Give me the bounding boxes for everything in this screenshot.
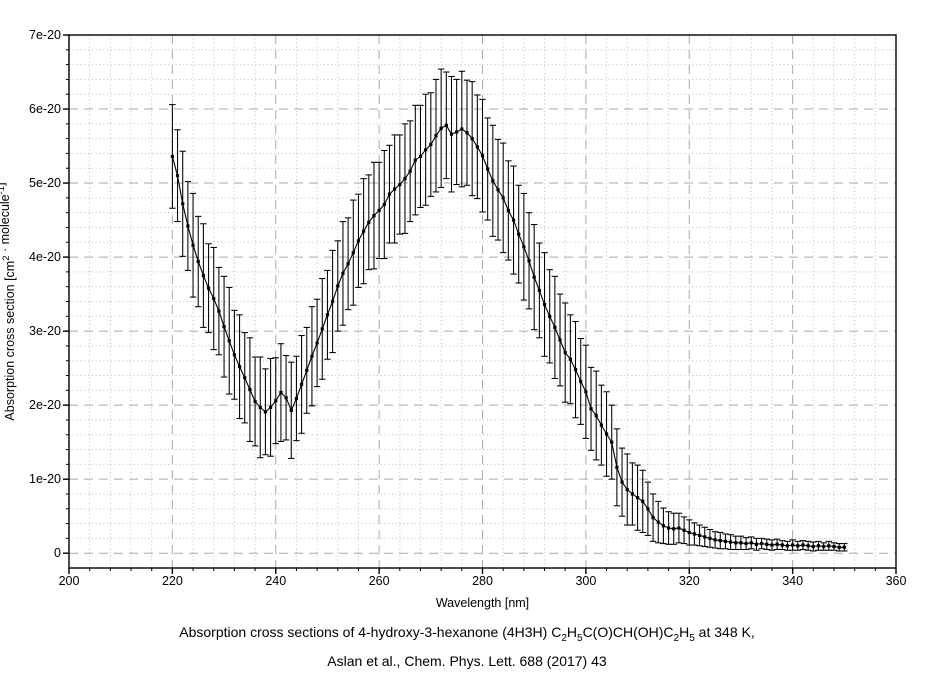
svg-text:220: 220 [162, 574, 183, 588]
minor-gridlines [69, 35, 896, 568]
caption-line-2: Aslan et al., Chem. Phys. Lett. 688 (201… [327, 653, 607, 669]
svg-text:4e-20: 4e-20 [29, 250, 61, 264]
y-axis-title: Absorption cross section [cm2 · molecule… [0, 182, 17, 420]
absorption-spectrum-chart: 200 220 240 260 280 300 320 340 360 0 1e-20 2e-20 3e… [0, 28, 907, 610]
svg-text:240: 240 [265, 574, 286, 588]
svg-text:340: 340 [782, 574, 803, 588]
svg-text:2e-20: 2e-20 [29, 398, 61, 412]
svg-text:360: 360 [886, 574, 907, 588]
svg-text:1e-20: 1e-20 [29, 472, 61, 486]
svg-text:7e-20: 7e-20 [29, 28, 61, 42]
x-axis-title: Wavelength [nm] [436, 596, 529, 610]
svg-text:260: 260 [369, 574, 390, 588]
data-markers [170, 123, 846, 549]
figure-caption: Absorption cross sections of 4-hydroxy-3… [0, 621, 934, 673]
svg-text:300: 300 [575, 574, 596, 588]
axis-ticks [63, 34, 897, 574]
svg-text:3e-20: 3e-20 [29, 324, 61, 338]
svg-text:280: 280 [472, 574, 493, 588]
caption-line-1: Absorption cross sections of 4-hydroxy-3… [179, 624, 755, 644]
y-axis-tick-labels: 0 1e-20 2e-20 3e-20 4e-20 5e-20 6e-20 7e-20 [29, 28, 61, 560]
svg-text:6e-20: 6e-20 [29, 102, 61, 116]
x-axis-tick-labels: 200 220 240 260 280 300 320 340 360 [59, 574, 907, 588]
svg-text:320: 320 [679, 574, 700, 588]
svg-text:0: 0 [54, 546, 61, 560]
svg-text:200: 200 [59, 574, 80, 588]
svg-text:5e-20: 5e-20 [29, 176, 61, 190]
